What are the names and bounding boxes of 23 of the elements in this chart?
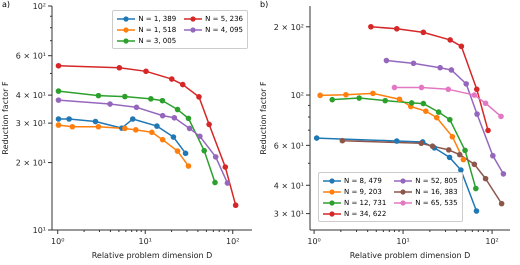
x-tick-label: 10⁰ xyxy=(307,237,321,246)
y-tick-label: 6 × 10¹ xyxy=(274,141,304,150)
x-axis-title: Relative problem dimension D xyxy=(350,251,470,260)
chart-title: b) xyxy=(260,0,268,9)
y-axis-title: Reduction factor F xyxy=(1,81,10,155)
x-tick-label: 10² xyxy=(485,237,499,246)
y-tick-label: 3 × 10¹ xyxy=(16,119,46,128)
y-axis-title: Reduction factor F xyxy=(259,81,268,155)
y-tick-label: 2 × 10¹ xyxy=(16,158,46,168)
x-tick-label: 10² xyxy=(226,237,240,246)
y-tick-label: 4 × 10¹ xyxy=(16,91,46,100)
y-tick-label: 6 × 10¹ xyxy=(16,52,46,61)
x-tick-label: 10⁰ xyxy=(51,237,64,246)
x-tick-label: 10¹ xyxy=(396,237,410,246)
x-tick-label: 10¹ xyxy=(138,237,152,246)
y-tick-label: 10¹ xyxy=(32,226,46,235)
y-tick-label: 2 × 10² xyxy=(274,22,304,32)
chart-title: a) xyxy=(2,0,10,9)
y-tick-label: 4 × 10¹ xyxy=(274,181,304,190)
y-tick-label: 10² xyxy=(290,91,304,100)
y-tick-label: 10² xyxy=(32,2,46,11)
x-axis-title: Relative problem dimension D xyxy=(92,251,212,260)
y-tick-label: 3 × 10¹ xyxy=(274,210,304,219)
